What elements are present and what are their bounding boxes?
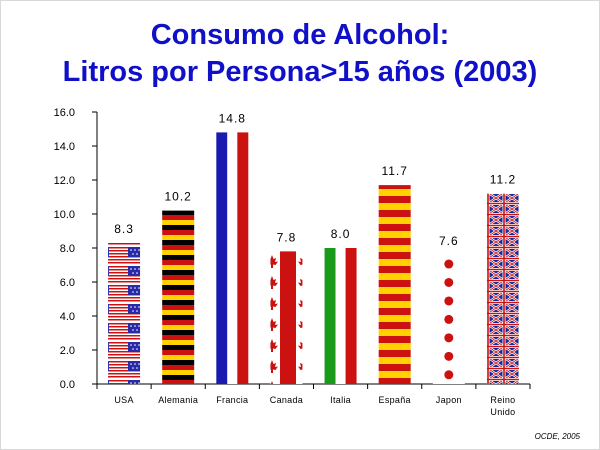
bar [324, 248, 357, 384]
category-label: USA [114, 395, 133, 405]
data-label: 7.6 [439, 234, 459, 248]
data-label: 11.7 [381, 164, 407, 178]
data-label: 8.3 [114, 222, 134, 236]
y-tick-label: 4.0 [60, 311, 75, 323]
bar [216, 132, 249, 384]
source-note: OCDE, 2005 [534, 432, 580, 441]
y-tick-label: 12.0 [54, 175, 75, 187]
category-label: Alemania [158, 395, 198, 405]
category-label: España [379, 395, 411, 405]
data-label: 10.2 [165, 190, 192, 204]
data-label: 11.2 [490, 173, 516, 187]
bar [486, 193, 519, 384]
y-tick-label: 6.0 [60, 277, 75, 289]
bar [270, 251, 303, 384]
category-label: Reino [490, 395, 515, 405]
category-label: Canada [270, 395, 303, 405]
bar [378, 185, 411, 384]
y-tick-label: 16.0 [54, 107, 75, 119]
data-label: 8.0 [331, 227, 351, 241]
category-label: Unido [490, 407, 515, 417]
y-tick-label: 0.0 [60, 379, 75, 391]
y-tick-label: 8.0 [60, 243, 75, 255]
category-label: Italia [330, 395, 351, 405]
y-tick-label: 14.0 [54, 141, 75, 153]
data-label: 14.8 [219, 111, 246, 125]
y-tick-label: 2.0 [60, 345, 75, 357]
category-label: Francia [216, 395, 248, 405]
data-label: 7.8 [277, 230, 297, 244]
bar [432, 254, 465, 384]
y-tick-label: 10.0 [54, 209, 75, 221]
bar [108, 242, 141, 384]
category-label: Japon [436, 395, 462, 405]
chart-title: Consumo de Alcohol: [150, 19, 450, 51]
bar [162, 210, 195, 384]
chart-subtitle: Litros por Persona>15 años (2003) [62, 56, 538, 88]
